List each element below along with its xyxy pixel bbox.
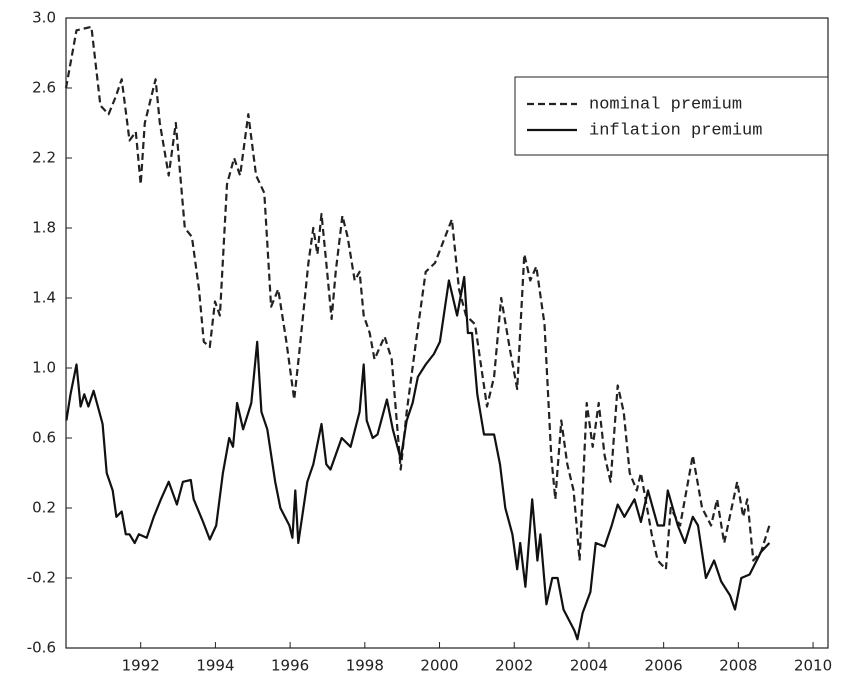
y-tick-label: -0.2 [27,569,56,587]
y-tick-label: 0.2 [32,499,56,517]
y-tick-label: 2.2 [32,149,56,167]
x-tick-label: 1992 [122,657,160,675]
y-tick-label: 1.4 [32,289,56,307]
y-tick-label: 3.0 [32,9,56,27]
x-tick-label: 2010 [794,657,832,675]
x-tick-label: 1998 [346,657,384,675]
series-line [65,275,771,641]
series-line [64,25,771,571]
plot-frame [65,17,829,649]
x-tick-label: 1994 [196,657,234,675]
x-tick-label: 2004 [570,657,608,675]
y-tick-label: 1.8 [32,219,56,237]
legend-box [514,76,829,156]
x-tick-label: 2006 [645,657,683,675]
x-tick-label: 1996 [271,657,309,675]
x-tick-label: 2002 [495,657,533,675]
y-tick-label: 0.6 [32,429,56,447]
x-tick-label: 2008 [719,657,757,675]
y-tick-label: 2.6 [32,79,56,97]
legend-label: nominal premium [589,95,742,114]
x-tick-label: 2000 [420,657,458,675]
legend-label: inflation premium [589,121,762,140]
y-tick-label: -0.6 [27,639,56,657]
y-tick-label: 1.0 [32,359,56,377]
